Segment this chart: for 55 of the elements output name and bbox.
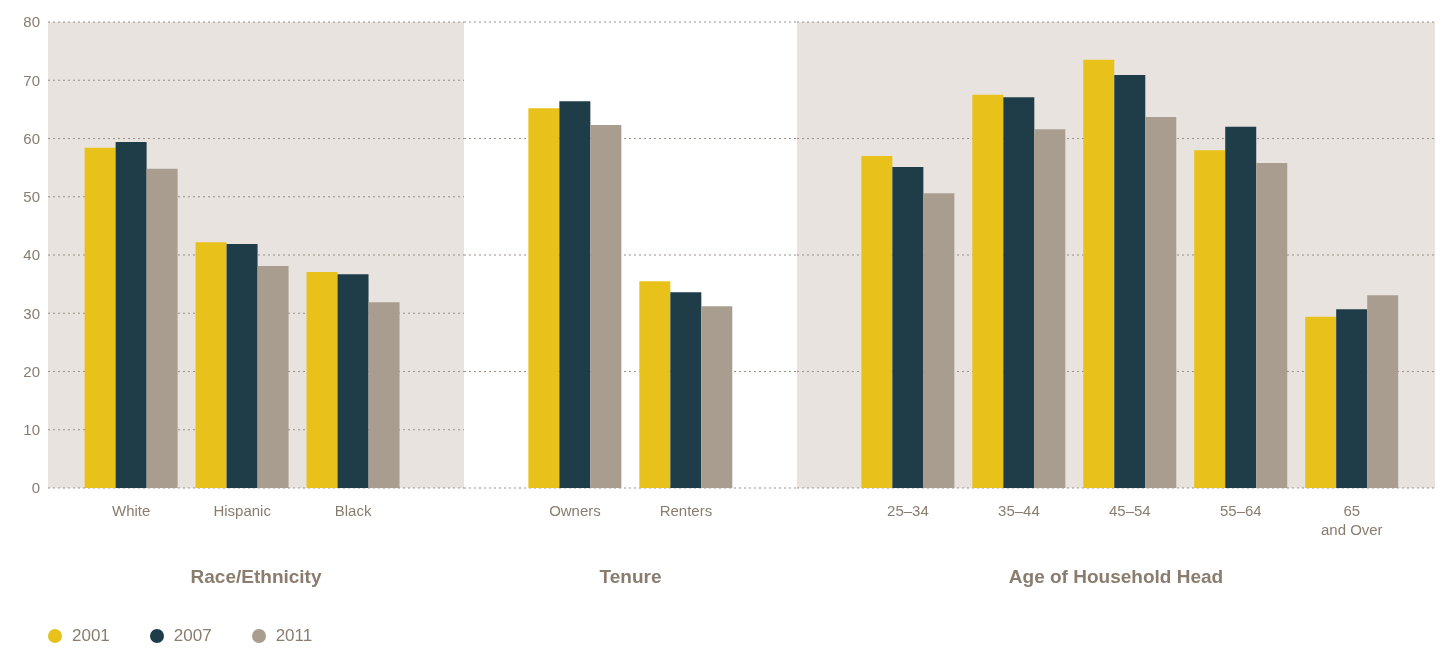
y-tick-label: 20 [23, 362, 40, 380]
bar [861, 155, 893, 488]
bar [590, 125, 622, 488]
y-tick-label: 0 [31, 479, 40, 497]
y-tick-label: 80 [23, 13, 40, 31]
bar [701, 306, 733, 488]
bar [892, 167, 924, 488]
x-tick-label: 25–34 [887, 502, 929, 519]
bar [1305, 316, 1337, 488]
bar [972, 94, 1004, 488]
y-tick-label: 70 [23, 71, 40, 89]
x-tick-label: Black [334, 502, 372, 519]
bar [1114, 75, 1146, 488]
legend-label: 2011 [275, 626, 313, 646]
bar [337, 274, 369, 488]
bar [195, 242, 227, 488]
bar [559, 101, 591, 488]
legend-label: 2007 [173, 626, 212, 646]
bar [1256, 162, 1288, 488]
bar [1367, 295, 1399, 488]
bar [368, 302, 400, 488]
x-tick-label: 35–44 [998, 502, 1040, 519]
legend-label: 2001 [72, 626, 110, 646]
bar [257, 266, 289, 488]
bar [670, 292, 702, 488]
x-axis-title: Race/Ethnicity [189, 566, 323, 588]
bar [1336, 309, 1368, 488]
x-axis-title: Tenure [598, 566, 663, 588]
bar [146, 168, 178, 488]
x-tick-label: Hispanic [213, 502, 272, 519]
x-tick-label: Owners [549, 502, 601, 519]
bar [639, 281, 671, 488]
bar [1194, 150, 1226, 488]
x-tick-label: 55–64 [1219, 502, 1262, 519]
x-tick-label: White [112, 502, 151, 519]
x-tick-label: 65 and Over [1320, 502, 1383, 538]
x-tick-label: Renters [659, 502, 713, 519]
bar [923, 193, 955, 488]
bar [1083, 59, 1115, 488]
bar [1145, 116, 1177, 488]
bar [528, 108, 560, 488]
bar [1225, 126, 1257, 488]
y-tick-label: 60 [23, 129, 40, 147]
bar [84, 147, 116, 488]
x-tick-label: 45–54 [1109, 502, 1151, 519]
bar [1003, 97, 1035, 488]
bar [1034, 129, 1066, 488]
y-tick-label: 30 [23, 304, 40, 322]
bar [115, 142, 147, 488]
y-tick-label: 40 [23, 246, 40, 264]
y-tick-label: 10 [23, 421, 40, 439]
bar [226, 243, 258, 488]
x-axis-title: Age of Household Head [1007, 566, 1225, 588]
bar [306, 271, 338, 488]
y-tick-label: 50 [23, 188, 40, 206]
